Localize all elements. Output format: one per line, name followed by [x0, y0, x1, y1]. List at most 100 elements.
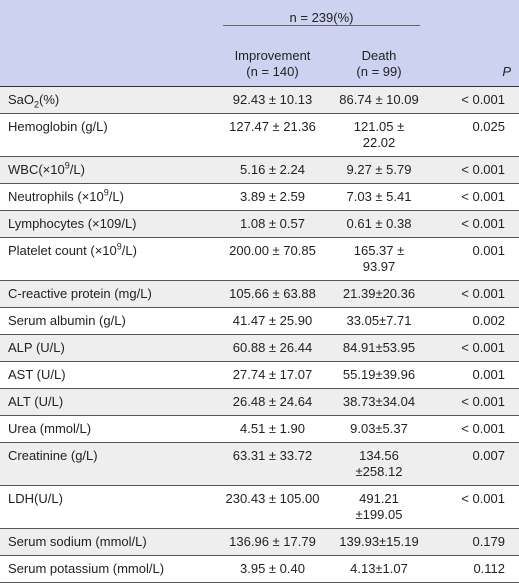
value-cell: 27.74 ± 17.07	[232, 367, 313, 382]
p-value: < 0.001	[461, 394, 506, 409]
p-value: 0.007	[472, 448, 506, 463]
label-text: ALP (U/L)	[8, 340, 65, 355]
value-cell: 165.37 ± 93.97	[353, 243, 405, 274]
value-cell: 92.43 ± 10.13	[232, 92, 313, 107]
column-n: (n = 140)	[246, 64, 299, 79]
p-value: < 0.001	[461, 286, 506, 301]
table-row: C-reactive protein (mg/L) 105.66 ± 63.88 2…	[0, 280, 519, 308]
table-row: Neutrophils (×109/L) 3.89 ± 2.59 7.03 ± 5.…	[0, 184, 519, 211]
header-row: Improvement (n = 140) Death (n = 99) P	[0, 30, 519, 87]
superscript: 9	[116, 241, 122, 252]
table-row: WBC(×109/L) 5.16 ± 2.24 9.27 ± 5.79 < 0.001	[0, 156, 519, 184]
header-cell: P	[428, 30, 519, 87]
column-name: P	[502, 64, 512, 79]
value-cell: 86.74 ± 10.09	[339, 92, 419, 107]
column-name: Improvement	[234, 48, 311, 63]
value-cell: 134.56 ±258.12	[355, 448, 403, 479]
column-name: Death	[361, 48, 397, 63]
label-text: /L)	[108, 189, 124, 204]
header-cell: Improvement (n = 140)	[215, 30, 330, 87]
value-cell: 26.48 ± 24.64	[232, 394, 313, 409]
table-row: Serum albumin (g/L) 41.47 ± 25.90 33.05±7.…	[0, 308, 519, 335]
p-value: < 0.001	[461, 340, 506, 355]
label-text: Hemoglobin (g/L)	[8, 119, 108, 134]
p-value: < 0.001	[461, 216, 506, 231]
table-row: Platelet count (×109/L) 200.00 ± 70.85 165…	[0, 238, 519, 281]
label-text: ALT (U/L)	[8, 394, 64, 409]
group-header: n = 239(%)	[223, 10, 421, 26]
table-row: ALP (U/L) 60.88 ± 26.44 84.91±53.95 < 0.001	[0, 334, 519, 362]
table-row: ALT (U/L) 26.48 ± 24.64 38.73±34.04 < 0.001	[0, 388, 519, 416]
value-cell: 200.00 ± 70.85	[229, 243, 316, 258]
table-body: SaO2(%) 92.43 ± 10.13 86.74 ± 10.09 < 0.001…	[0, 86, 519, 583]
label-text: (%)	[39, 92, 60, 107]
value-cell: 491.21 ±199.05	[355, 491, 403, 522]
p-value: 0.112	[473, 561, 506, 576]
value-cell: 1.08 ± 0.57	[240, 216, 305, 231]
row-label: ALP (U/L)	[0, 335, 215, 362]
row-label: WBC(×109/L)	[0, 157, 215, 184]
value-cell: 121.05 ± 22.02	[353, 119, 405, 150]
value-cell: 55.19±39.96	[342, 367, 416, 382]
value-cell: 33.05±7.71	[346, 313, 412, 328]
p-value: 0.001	[472, 243, 506, 258]
p-value: < 0.001	[461, 421, 506, 436]
p-value: 0.179	[472, 534, 506, 549]
table-row: AST (U/L) 27.74 ± 17.07 55.19±39.96 0.001	[0, 362, 519, 389]
superscript: 9	[64, 160, 70, 171]
value-cell: 7.03 ± 5.41	[346, 189, 412, 204]
row-label: Creatinine (g/L)	[0, 443, 215, 486]
row-label: ALT (U/L)	[0, 389, 215, 416]
table-row: Serum potassium (mmol/L) 3.95 ± 0.40 4.13±…	[0, 556, 519, 583]
value-cell: 38.73±34.04	[342, 394, 416, 409]
subscript: 2	[34, 99, 40, 110]
table-row: Lymphocytes (×109/L) 1.08 ± 0.57 0.61 ± 0.…	[0, 210, 519, 238]
p-value: 0.025	[472, 119, 506, 134]
label-text: C-reactive protein (mg/L)	[8, 286, 152, 301]
row-label: Urea (mmol/L)	[0, 416, 215, 443]
header-cell	[0, 0, 215, 30]
header-cell	[0, 30, 215, 87]
label-text: Neutrophils (×10	[8, 189, 104, 204]
value-cell: 41.47 ± 25.90	[232, 313, 313, 328]
row-label: Lymphocytes (×109/L)	[0, 211, 215, 238]
label-text: Platelet count (×10	[8, 243, 117, 258]
row-label: AST (U/L)	[0, 362, 215, 389]
label-text: Creatinine (g/L)	[8, 448, 98, 463]
label-text: /L)	[121, 243, 137, 258]
value-cell: 3.89 ± 2.59	[240, 189, 305, 204]
label-text: Serum albumin (g/L)	[8, 313, 126, 328]
value-cell: 139.93±15.19	[339, 534, 419, 549]
value-cell: 4.13±1.07	[350, 561, 408, 576]
p-value: < 0.001	[461, 491, 506, 506]
value-cell: 105.66 ± 63.88	[229, 286, 316, 301]
header-cell: n = 239(%)	[215, 0, 428, 30]
p-value: 0.001	[472, 367, 506, 382]
table-row: SaO2(%) 92.43 ± 10.13 86.74 ± 10.09 < 0.001	[0, 86, 519, 114]
p-value: < 0.001	[461, 189, 506, 204]
row-label: Neutrophils (×109/L)	[0, 184, 215, 211]
label-text: Urea (mmol/L)	[8, 421, 92, 436]
value-cell: 5.16 ± 2.24	[240, 162, 305, 177]
value-cell: 21.39±20.36	[342, 286, 416, 301]
column-n: (n = 99)	[356, 64, 402, 79]
value-cell: 230.43 ± 105.00	[225, 491, 320, 506]
value-cell: 84.91±53.95	[342, 340, 416, 355]
row-label: Serum albumin (g/L)	[0, 308, 215, 335]
row-label: SaO2(%)	[0, 87, 215, 114]
header-cell	[428, 0, 519, 30]
value-cell: 136.96 ± 17.79	[229, 534, 316, 549]
value-cell: 4.51 ± 1.90	[240, 421, 305, 436]
value-cell: 63.31 ± 33.72	[232, 448, 313, 463]
row-label: Serum potassium (mmol/L)	[0, 556, 215, 583]
value-cell: 60.88 ± 26.44	[232, 340, 313, 355]
label-text: AST (U/L)	[8, 367, 66, 382]
superscript: 9	[103, 187, 109, 198]
header-row: n = 239(%)	[0, 0, 519, 30]
label-text: WBC(×10	[8, 162, 65, 177]
table-row: LDH(U/L) 230.43 ± 105.00 491.21 ±199.05 < 0…	[0, 486, 519, 529]
value-cell: 9.27 ± 5.79	[346, 162, 412, 177]
p-value: 0.002	[472, 313, 506, 328]
